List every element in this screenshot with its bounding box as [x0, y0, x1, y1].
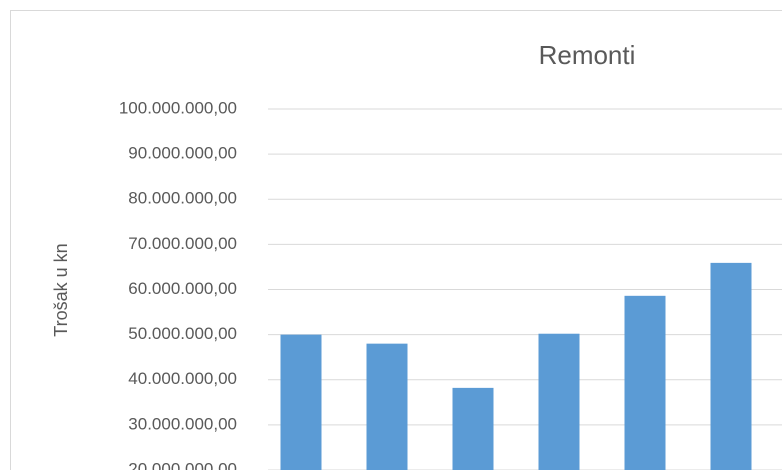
y-axis-label: Trošak u kn [51, 243, 71, 336]
bar [710, 262, 752, 470]
bar [538, 333, 580, 470]
y-tick-label: 90.000.000,00 [128, 144, 237, 163]
bar [280, 334, 322, 470]
chart-title: Remonti [539, 40, 636, 70]
y-tick-label: 100.000.000,00 [119, 98, 237, 117]
y-tick-label: 50.000.000,00 [128, 324, 237, 343]
y-tick-label: 60.000.000,00 [128, 279, 237, 298]
y-tick-label: 30.000.000,00 [128, 414, 237, 433]
bar [366, 343, 408, 470]
y-tick-label: 70.000.000,00 [128, 234, 237, 253]
y-tick-label: 80.000.000,00 [128, 189, 237, 208]
y-tick-label: 20.000.000,00 [128, 459, 237, 470]
bar [624, 295, 666, 470]
bar [452, 387, 494, 470]
y-tick-label: 40.000.000,00 [128, 369, 237, 388]
